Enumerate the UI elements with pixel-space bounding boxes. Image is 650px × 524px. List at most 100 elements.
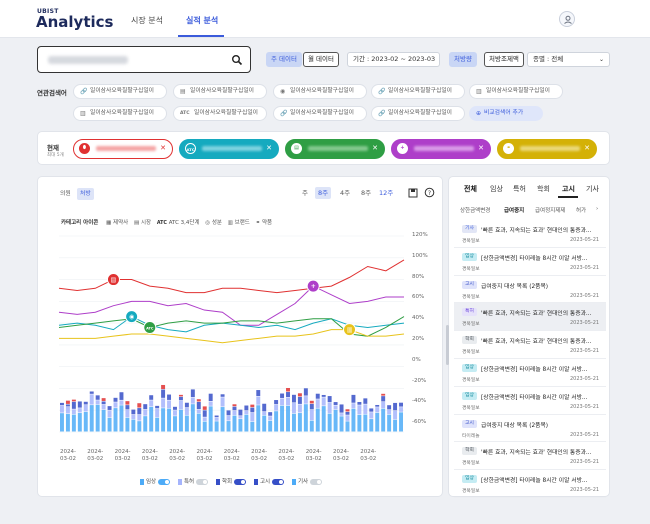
news-title: '빠른 효과, 지속되는 효과' 현대인의 통증과... bbox=[481, 450, 592, 457]
event-bar-segment bbox=[167, 400, 172, 409]
ingredient-legend: ◎ 성분 bbox=[205, 220, 222, 226]
tab-clinic[interactable]: 의원 bbox=[60, 191, 71, 197]
news-tab-article[interactable]: 기사 bbox=[586, 185, 599, 193]
related-chip[interactable]: ▥ 일이삼사오육칠팔구십일이 bbox=[469, 84, 563, 99]
news-item[interactable]: 고시 급여중지 대상 목록 (2품목) 경북일보 2023-05-21 bbox=[454, 276, 606, 304]
tab-prescription[interactable]: 처방 bbox=[77, 188, 94, 200]
x-tick-label: 2024- 03-02 bbox=[169, 449, 186, 462]
add-compare-keyword-button[interactable]: ⊕ 비교검색어 추가 bbox=[469, 106, 543, 121]
logo[interactable]: Analytics bbox=[36, 13, 114, 31]
news-item[interactable]: 임상 [상한금액변경] 타이레놀 8시간 이알 서방... 경북일보 2023-05-… bbox=[454, 359, 606, 387]
period-8w-b[interactable]: 8주 bbox=[361, 189, 372, 197]
trend-chart[interactable]: ▤ ◉ ATC + ▥ bbox=[55, 230, 410, 450]
event-bar-segment bbox=[303, 396, 308, 404]
related-chip[interactable]: ATC 일이삼사오육칠팔구십일이 bbox=[173, 106, 267, 121]
period-week[interactable]: 주 bbox=[302, 189, 308, 197]
news-item[interactable]: 특허 '빠른 효과, 지속되는 효과' 현대인의 통증과... 경북일보 2023-0… bbox=[454, 303, 606, 332]
keyword-tag-2[interactable]: ATC ✕ bbox=[179, 139, 279, 159]
event-bar-segment bbox=[65, 400, 70, 404]
remove-keyword-icon[interactable]: ✕ bbox=[372, 144, 378, 152]
keyword-tag-4[interactable]: + ✕ bbox=[391, 139, 491, 159]
remove-keyword-icon[interactable]: ✕ bbox=[584, 144, 590, 152]
monthly-data-toggle[interactable]: 월 데이터 bbox=[303, 52, 339, 67]
type-select[interactable]: 종별 : 전체 ⌄ bbox=[527, 52, 610, 67]
period-field[interactable]: 기간 : 2023-02 ~ 2023-03 bbox=[347, 52, 440, 67]
news-item[interactable]: 기사 '빠른 효과, 지속되는 효과' 현대인의 통증과... 경북일보 2023-0… bbox=[454, 220, 606, 248]
event-bar-segment bbox=[178, 396, 183, 401]
patent-legend[interactable]: 특허 bbox=[178, 477, 209, 485]
remove-keyword-icon[interactable]: ✕ bbox=[478, 144, 484, 152]
save-icon[interactable] bbox=[408, 188, 418, 198]
news-item[interactable]: 고시 급여중지 대상 목록 (2품목) 타이레놀 2023-05-21 bbox=[454, 415, 606, 443]
event-bar-segment bbox=[101, 404, 106, 410]
article-toggle[interactable] bbox=[310, 478, 323, 485]
event-bar-segment bbox=[309, 400, 314, 404]
subtab-suspended[interactable]: 급여정지제제 bbox=[535, 208, 566, 214]
keyword-tag-3[interactable]: ▤ ✕ bbox=[285, 139, 385, 159]
conference-toggle[interactable] bbox=[234, 478, 247, 485]
news-tab-patent[interactable]: 특허 bbox=[513, 185, 526, 193]
remove-keyword-icon[interactable]: ✕ bbox=[160, 144, 166, 152]
event-bar-segment bbox=[357, 405, 362, 415]
event-bar-segment bbox=[119, 405, 124, 432]
event-bar-segment bbox=[297, 396, 302, 404]
news-item[interactable]: 학회 '빠른 효과, 지속되는 효과' 현대인의 통증과... 경북일보 2023-0… bbox=[454, 442, 606, 471]
related-chip[interactable]: ▥ 일이삼사오육칠팔구십일이 bbox=[73, 106, 167, 121]
main-data-toggle[interactable]: 주 데이터 bbox=[266, 52, 302, 67]
news-item[interactable]: 학회 '빠른 효과, 지속되는 효과' 현대인의 통증과... 경북일보 2023-0… bbox=[454, 331, 606, 359]
news-item[interactable]: 임상 [상한금액변경] 타이레놀 8시간 이알 서방... 경북일보 2023-05-… bbox=[454, 387, 606, 415]
event-bar-segment bbox=[125, 405, 130, 410]
article-legend[interactable]: 기사 bbox=[292, 477, 323, 485]
related-chip[interactable]: 🔗 일이삼사오육칠팔구십일이 bbox=[73, 84, 167, 99]
rx-amount-toggle[interactable]: 처방조제액 bbox=[484, 52, 524, 67]
conference-legend[interactable]: 학회 bbox=[216, 477, 247, 485]
clinical-toggle[interactable] bbox=[158, 478, 171, 485]
subtab-approval[interactable]: 허가 bbox=[576, 208, 587, 214]
nav-market-analysis[interactable]: 시장 분석 bbox=[131, 16, 163, 25]
period-8w[interactable]: 8주 bbox=[315, 187, 332, 199]
related-chip[interactable]: 🔗 일이삼사오육칠팔구십일이 bbox=[273, 106, 367, 121]
svg-text:▥: ▥ bbox=[347, 327, 353, 334]
subtab-reimbursement-stop[interactable]: 급여중지 bbox=[504, 208, 525, 214]
news-tab-all[interactable]: 전체 bbox=[464, 185, 477, 193]
related-chip[interactable]: 🔗 일이삼사오육칠팔구십일이 bbox=[371, 106, 465, 121]
rx-volume-toggle[interactable]: 처방량 bbox=[449, 52, 477, 67]
user-icon[interactable] bbox=[559, 11, 575, 27]
nav-performance-analysis[interactable]: 실적 분석 bbox=[186, 16, 219, 25]
help-icon[interactable]: ? bbox=[424, 187, 435, 198]
link-icon: 🔗 bbox=[378, 88, 386, 95]
notice-legend[interactable]: 고시 bbox=[254, 477, 285, 485]
chip-label: 일이삼사오육칠팔구십일이 bbox=[90, 110, 154, 116]
keyword-tag-1[interactable]: ⬮ ✕ bbox=[73, 139, 173, 159]
y-tick-label: 100% bbox=[412, 252, 428, 259]
related-chip[interactable]: ◉ 일이삼사오육칠팔구십일이 bbox=[273, 84, 367, 99]
subtab-price-change[interactable]: 상한금액변경 bbox=[460, 208, 491, 214]
news-source: 타이레놀 bbox=[462, 433, 480, 439]
clinical-legend[interactable]: 임상 bbox=[140, 477, 171, 485]
news-tab-conference[interactable]: 학회 bbox=[537, 185, 550, 193]
event-bar-segment bbox=[250, 404, 255, 408]
period-4w[interactable]: 4주 bbox=[340, 189, 351, 197]
news-item[interactable]: 임상 [상한금액변경] 타이레놀 8시간 이알 서방... 경북일보 2023-05-… bbox=[454, 248, 606, 276]
compare-button-label: 비교검색어 추가 bbox=[484, 110, 524, 116]
news-item[interactable]: 임상 [상한금액변경] 타이레놀 8시간 이알 서방... 경북일보 2023-05-… bbox=[454, 470, 606, 498]
keyword-tag-5[interactable]: ⚭ ✕ bbox=[497, 139, 597, 159]
notice-toggle[interactable] bbox=[272, 478, 285, 485]
news-tab-notice[interactable]: 고시 bbox=[562, 185, 575, 193]
subtab-more-chevron-icon[interactable]: › bbox=[596, 206, 599, 212]
period-12w[interactable]: 12주 bbox=[379, 189, 394, 197]
related-chip[interactable]: ▤ 일이삼사오육칠팔구십일이 bbox=[173, 84, 267, 99]
scrollbar[interactable] bbox=[446, 325, 449, 365]
search-input[interactable] bbox=[37, 46, 251, 73]
event-bar-segment bbox=[309, 420, 314, 432]
related-chip[interactable]: 🔗 일이삼사오육칠팔구십일이 bbox=[371, 84, 465, 99]
search-icon[interactable] bbox=[231, 54, 243, 66]
link-icon: 🔗 bbox=[378, 110, 386, 117]
news-tab-clinical[interactable]: 임상 bbox=[490, 185, 503, 193]
remove-keyword-icon[interactable]: ✕ bbox=[266, 144, 272, 152]
event-bar-segment bbox=[232, 404, 237, 407]
news-source: 경북일보 bbox=[462, 294, 480, 300]
series-line-2 bbox=[58, 285, 404, 326]
event-bar-segment bbox=[274, 411, 279, 432]
patent-toggle[interactable] bbox=[196, 478, 209, 485]
